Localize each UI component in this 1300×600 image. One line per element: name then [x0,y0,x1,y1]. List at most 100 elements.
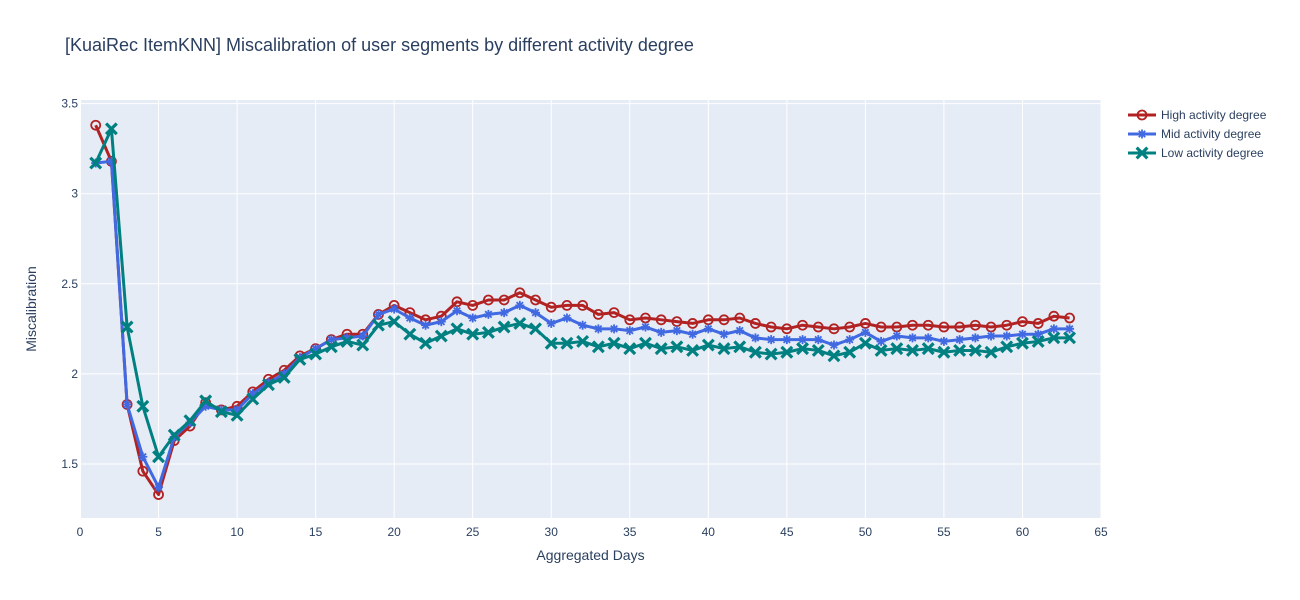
data-point-high [954,321,966,333]
data-point-low [262,378,275,392]
data-point-low [434,329,448,343]
data-point-mid [892,331,902,341]
series-low [89,122,1077,464]
data-point-high [90,119,102,131]
legend-label-high: High activity degree [1161,108,1267,122]
data-point-mid [311,344,321,354]
legend-item-mid[interactable]: Mid activity degree [1128,127,1261,141]
y-tick-label: 3.5 [61,97,78,111]
data-point-high [1001,319,1013,331]
data-point-mid [735,326,745,336]
data-point-low [1015,336,1029,350]
data-point-low [214,405,228,419]
data-point-mid [342,333,352,343]
x-tick-label: 15 [309,525,323,539]
x-axis-ticks: 0 5 10 15 20 25 30 35 40 45 50 55 60 65 [77,525,1108,539]
x-tick-label: 10 [230,525,244,539]
data-point-low [906,343,919,357]
data-point-mid [593,324,603,334]
data-point-high [545,301,557,313]
legend-label-mid: Mid activity degree [1161,127,1261,141]
x-tick-label: 25 [466,525,480,539]
data-point-high [765,321,777,333]
data-point-mid [719,329,729,339]
data-point-mid [358,331,368,341]
data-point-low [230,408,244,422]
data-point-mid [1049,324,1059,334]
data-point-low [780,345,794,359]
data-point-high [875,321,887,333]
grid [79,100,1102,518]
x-tick-label: 60 [1016,525,1030,539]
data-point-low [309,347,323,361]
data-point-low [686,343,700,357]
data-point-mid [970,333,980,343]
data-point-mid [201,401,211,411]
data-point-low [497,320,511,334]
data-point-low [136,399,150,413]
x-tick-label: 5 [155,525,162,539]
data-point-high [655,314,667,326]
data-point-mid [1002,331,1012,341]
data-point-low [701,338,715,352]
data-point-mid [405,313,415,323]
y-axis-ticks: 1.5 2 2.5 3 3.5 [61,97,78,471]
legend-marker-low [1135,146,1149,160]
data-point-low [921,342,935,356]
data-point-low [717,342,731,356]
data-point-low [450,322,464,336]
data-point-high [1017,316,1028,328]
data-point-high [640,312,651,324]
data-point-high [718,314,730,326]
data-point-mid [656,327,666,337]
data-point-mid [154,482,164,492]
legend: High activity degree Mid activity degree L… [1128,108,1267,160]
y-tick-label: 2.5 [61,277,78,291]
y-tick-label: 1.5 [61,457,78,471]
data-point-mid [248,389,258,399]
data-point-high [530,294,541,306]
data-point-low [277,371,291,384]
data-point-low [874,343,888,357]
data-point-low [104,122,118,136]
data-point-low [607,336,621,350]
data-point-high [498,294,510,306]
series-layer [89,119,1077,500]
x-tick-label: 40 [702,525,716,539]
data-point-low [576,334,590,348]
data-point-low [843,345,857,359]
data-point-low [654,342,668,356]
data-point-high [624,314,636,326]
data-point-high [671,316,683,328]
data-point-high [750,318,761,329]
x-tick-label: 30 [545,525,559,539]
data-point-low [733,340,747,354]
legend-item-high[interactable]: High activity degree [1128,108,1267,122]
data-point-low [246,392,260,406]
data-point-high [859,318,871,329]
data-point-low [199,394,213,408]
data-point-high [734,312,746,324]
data-point-mid [531,308,541,318]
data-point-high [828,323,840,335]
data-point-mid [640,322,650,332]
data-point-high [592,309,604,320]
data-point-mid [499,308,509,318]
data-point-low [387,315,401,329]
data-point-low [1000,340,1014,354]
data-point-mid [1065,324,1075,334]
data-point-mid [955,335,965,345]
data-point-mid [421,320,431,330]
data-point-high [969,319,981,331]
data-point-low [183,414,197,428]
data-point-mid [578,320,588,330]
data-point-low [890,342,904,356]
data-point-low [937,345,951,359]
data-point-high [797,319,808,331]
data-point-high [1032,318,1044,329]
data-point-low [419,336,433,350]
data-point-low [764,347,778,361]
x-tick-label: 0 [77,525,84,539]
legend-item-low[interactable]: Low activity degree [1128,146,1264,160]
data-point-high [907,319,918,331]
